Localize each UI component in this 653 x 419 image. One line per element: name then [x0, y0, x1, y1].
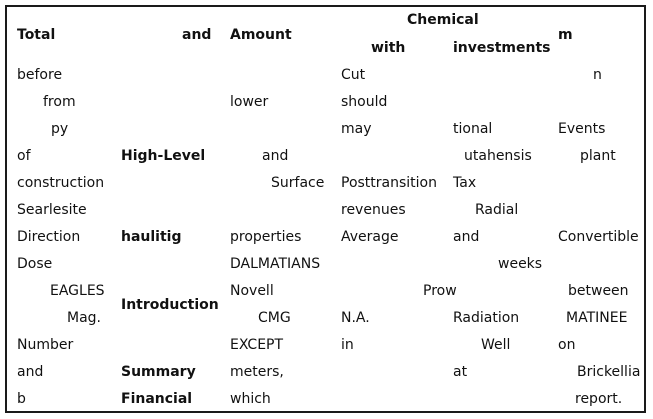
cell-c5-radial: Radial: [475, 202, 519, 218]
cell-c5-prow: Prow: [423, 283, 457, 299]
header-investments: investments: [453, 40, 551, 56]
cell-c3-dalmatians: DALMATIANS: [230, 256, 321, 272]
cell-c6-matinee: MATINEE: [566, 310, 628, 326]
cell-c5-tax: Tax: [453, 175, 477, 191]
section-summary: Summary: [121, 364, 196, 380]
header-m: m: [558, 27, 573, 43]
cell-c6-on: on: [558, 337, 576, 353]
cell-c5-at: at: [453, 364, 468, 380]
cell-c5-and: and: [453, 229, 480, 245]
cell-c6-plant: plant: [580, 148, 616, 164]
cell-c5-weeks: weeks: [498, 256, 543, 272]
cell-c5-tional: tional: [453, 121, 493, 137]
header-chemical: Chemical: [407, 12, 479, 28]
cell-c1-and: and: [17, 364, 44, 380]
cell-c1-of: of: [17, 148, 31, 164]
cell-c3-cmg: CMG: [258, 310, 291, 326]
cell-c1-number: Number: [17, 337, 74, 353]
cell-c3-lower: lower: [230, 94, 269, 110]
cell-c3-except: EXCEPT: [230, 337, 284, 353]
cell-c3-novell: Novell: [230, 283, 274, 299]
cell-c3-properties: properties: [230, 229, 302, 245]
table-frame: [5, 5, 646, 413]
cell-c4-average: Average: [341, 229, 399, 245]
cell-c6-between: between: [568, 283, 629, 299]
header-amount: Amount: [230, 27, 292, 43]
cell-c1-eagles: EAGLES: [50, 283, 105, 299]
cell-c5-utahensis: utahensis: [464, 148, 532, 164]
cell-c1-mag: Mag.: [67, 310, 101, 326]
section-financial: Financial: [121, 391, 193, 407]
header-with: with: [371, 40, 406, 56]
section-introduction: Introduction: [121, 297, 219, 313]
cell-c4-should: should: [341, 94, 388, 110]
cell-c4-in: in: [341, 337, 354, 353]
cell-c6-brickellia: Brickellia: [577, 364, 641, 380]
cell-c6-events: Events: [558, 121, 606, 137]
cell-c3-meters: meters,: [230, 364, 284, 380]
section-haulitig: haulitig: [121, 229, 182, 245]
cell-c3-surface: Surface: [271, 175, 325, 191]
cell-c4-cut: Cut: [341, 67, 366, 83]
cell-c4-posttransition: Posttransition: [341, 175, 437, 191]
cell-c1-py: py: [51, 121, 69, 137]
cell-c1-searlesite: Searlesite: [17, 202, 87, 218]
cell-c1-before: before: [17, 67, 63, 83]
cell-c1-direction: Direction: [17, 229, 81, 245]
header-and: and: [182, 27, 212, 43]
cell-c1-construction: construction: [17, 175, 105, 191]
cell-c3-and: and: [262, 148, 289, 164]
cell-c5-radiation: Radiation: [453, 310, 520, 326]
cell-c1-b: b: [17, 391, 26, 407]
cell-c6-report: report.: [575, 391, 623, 407]
cell-c1-from: from: [43, 94, 76, 110]
cell-c3-which: which: [230, 391, 271, 407]
cell-c5-well: Well: [481, 337, 511, 353]
cell-c1-dose: Dose: [17, 256, 53, 272]
cell-c4-revenues: revenues: [341, 202, 406, 218]
section-high-level: High-Level: [121, 148, 206, 164]
cell-c6-n: n: [593, 67, 602, 83]
header-total: Total: [17, 27, 56, 43]
cell-c4-na: N.A.: [341, 310, 370, 326]
cell-c4-may: may: [341, 121, 372, 137]
cell-c6-convertible: Convertible: [558, 229, 639, 245]
